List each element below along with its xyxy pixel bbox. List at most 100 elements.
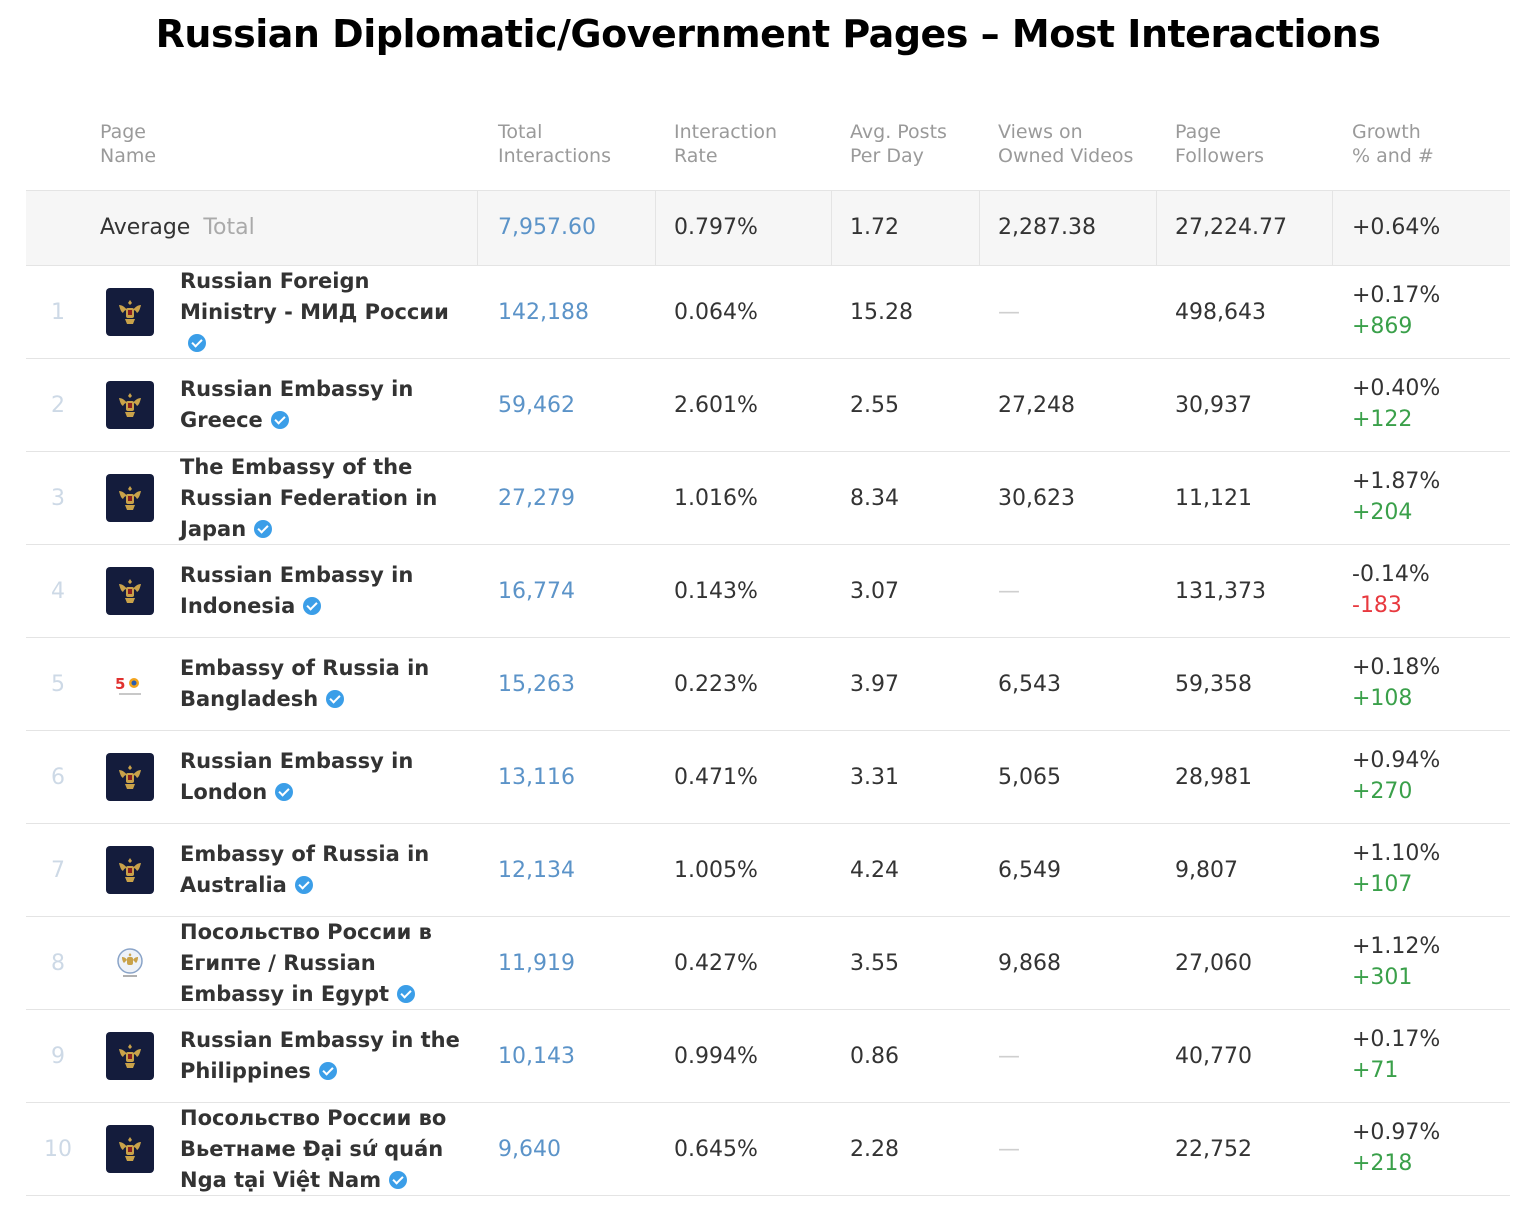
table-row[interactable]: 3 The Embassy of the Russian Federation i… (26, 452, 1510, 545)
views-cell: 30,623 (998, 486, 1075, 511)
avg-posts-cell: 0.86 (850, 1044, 899, 1069)
average-views: 2,287.38 (998, 215, 1096, 240)
total-interactions-cell[interactable]: 59,462 (498, 393, 575, 418)
rankings-table: Page Name Total Interactions Interaction Ra… (26, 110, 1510, 1196)
total-interactions-cell[interactable]: 12,134 (498, 858, 575, 883)
page-name-link[interactable]: Russian Embassy in Greece (180, 359, 470, 451)
followers-cell: 59,358 (1175, 672, 1252, 697)
verified-check-icon (318, 1062, 337, 1080)
growth-cell: +0.97% +218 (1352, 1117, 1440, 1179)
rank-number: 4 (51, 579, 65, 604)
average-followers: 27,224.77 (1175, 215, 1287, 240)
growth-percent: +1.10% (1352, 841, 1441, 866)
page-name-link[interactable]: Посольство России в Египте / Russian Emb… (180, 917, 470, 1009)
growth-number: +204 (1352, 500, 1413, 525)
page-name-link[interactable]: Russian Embassy in the Philippines (180, 1010, 470, 1102)
verified-check-icon (270, 411, 289, 429)
verified-check-icon (294, 876, 313, 894)
seal-icon[interactable] (106, 939, 154, 987)
verified-check-icon (275, 783, 294, 801)
table-body: 1 Russian Foreign Ministry - МИД России 14… (26, 266, 1510, 1196)
rank-number: 5 (51, 672, 65, 697)
interaction-rate-cell: 2.601% (674, 393, 758, 418)
header-views[interactable]: Views on Owned Videos (998, 121, 1134, 167)
growth-number: +71 (1352, 1058, 1399, 1083)
total-interactions-cell[interactable]: 9,640 (498, 1137, 561, 1162)
table-row[interactable]: 7 Embassy of Russia in Australia 12,134 1.0… (26, 824, 1510, 917)
header-interaction-rate[interactable]: Interaction Rate (674, 121, 778, 167)
page-name-text: Russian Embassy in the Philippines (180, 1028, 460, 1083)
table-row[interactable]: 8 Посольство России в Египте / Russian Em… (26, 917, 1510, 1010)
views-cell: 6,543 (998, 672, 1061, 697)
total-interactions-cell[interactable]: 16,774 (498, 579, 575, 604)
page-name-text: Embassy of Russia in Australia (180, 842, 430, 897)
page-name-text: Russian Embassy in Indonesia (180, 563, 414, 618)
table-row[interactable]: 2 Russian Embassy in Greece 59,462 2.601% 2.… (26, 359, 1510, 452)
rank-number: 1 (51, 300, 65, 325)
page-name-text: Russian Embassy in Greece (180, 377, 414, 432)
followers-cell: 40,770 (1175, 1044, 1252, 1069)
total-interactions-cell[interactable]: 15,263 (498, 672, 575, 697)
table-row[interactable]: 6 Russian Embassy in London 13,116 0.471% 3.… (26, 731, 1510, 824)
page-name-link[interactable]: The Embassy of the Russian Federation in… (180, 452, 470, 544)
crest-icon[interactable] (106, 1032, 154, 1080)
avg-posts-cell: 8.34 (850, 486, 899, 511)
table-row[interactable]: 9 Russian Embassy in the Philippines 10,14… (26, 1010, 1510, 1103)
followers-cell: 30,937 (1175, 393, 1252, 418)
page-name-link[interactable]: Russian Foreign Ministry - МИД России (180, 266, 470, 358)
crest-icon[interactable] (106, 474, 154, 522)
views-cell: 27,248 (998, 393, 1075, 418)
growth-cell: +1.87% +204 (1352, 466, 1440, 528)
crest-icon[interactable] (106, 288, 154, 336)
page-name-text: The Embassy of the Russian Federation in… (180, 454, 438, 541)
growth-cell: +0.18% +108 (1352, 652, 1440, 714)
total-interactions-cell[interactable]: 10,143 (498, 1044, 575, 1069)
followers-cell: 11,121 (1175, 486, 1252, 511)
page-name-text: Embassy of Russia in Bangladesh (180, 656, 430, 711)
header-page-name[interactable]: Page Name (100, 121, 157, 167)
growth-percent: +0.17% (1352, 1027, 1441, 1052)
crest-icon[interactable] (106, 381, 154, 429)
page-name-text: Russian Embassy in London (180, 749, 414, 804)
growth-cell: +0.94% +270 (1352, 745, 1440, 807)
total-interactions-cell[interactable]: 13,116 (498, 765, 575, 790)
growth-cell: +0.17% +71 (1352, 1024, 1440, 1086)
anniversary-logo-icon[interactable]: 5 (106, 660, 154, 708)
growth-number: +301 (1352, 965, 1413, 990)
verified-check-icon (397, 984, 416, 1003)
table-row[interactable]: 5 5 Embassy of Russia in Bangladesh 15,263 0… (26, 638, 1510, 731)
total-interactions-cell[interactable]: 27,279 (498, 486, 575, 511)
verified-check-icon (188, 333, 206, 352)
views-cell: — (998, 1044, 1020, 1069)
followers-cell: 9,807 (1175, 858, 1238, 883)
table-row[interactable]: 4 Russian Embassy in Indonesia 16,774 0.143… (26, 545, 1510, 638)
page-name-link[interactable]: Russian Embassy in Indonesia (180, 545, 470, 637)
header-avg-posts[interactable]: Avg. Posts Per Day (850, 121, 947, 167)
page-name-link[interactable]: Russian Embassy in London (180, 731, 470, 823)
table-row[interactable]: 1 Russian Foreign Ministry - МИД России 14… (26, 266, 1510, 359)
verified-check-icon (303, 597, 322, 615)
header-total-interactions[interactable]: Total Interactions (498, 121, 611, 167)
crest-icon[interactable] (106, 567, 154, 615)
average-total-interactions[interactable]: 7,957.60 (498, 215, 596, 240)
followers-cell: 131,373 (1175, 579, 1266, 604)
growth-percent: +1.12% (1352, 934, 1441, 959)
table-header: Page Name Total Interactions Interaction Ra… (26, 110, 1510, 190)
page-name-text: Посольство России в Египте / Russian Emb… (180, 919, 432, 1006)
total-interactions-cell[interactable]: 142,188 (498, 300, 589, 325)
crest-icon[interactable] (106, 1125, 154, 1173)
followers-cell: 27,060 (1175, 951, 1252, 976)
header-growth[interactable]: Growth% and # (1352, 121, 1434, 167)
interaction-rate-cell: 0.223% (674, 672, 758, 697)
rank-number: 7 (51, 858, 65, 883)
header-followers[interactable]: Page Followers (1175, 121, 1264, 167)
total-interactions-cell[interactable]: 11,919 (498, 951, 575, 976)
interaction-rate-cell: 0.994% (674, 1044, 758, 1069)
page-name-link[interactable]: Посольство России во Вьетнаме Đại sứ quá… (180, 1103, 470, 1195)
page-name-link[interactable]: Embassy of Russia in Australia (180, 824, 470, 916)
rank-number: 6 (51, 765, 65, 790)
crest-icon[interactable] (106, 846, 154, 894)
page-name-link[interactable]: Embassy of Russia in Bangladesh (180, 638, 470, 730)
crest-icon[interactable] (106, 753, 154, 801)
table-row[interactable]: 10 Посольство России во Вьетнаме Đại sứ q… (26, 1103, 1510, 1196)
